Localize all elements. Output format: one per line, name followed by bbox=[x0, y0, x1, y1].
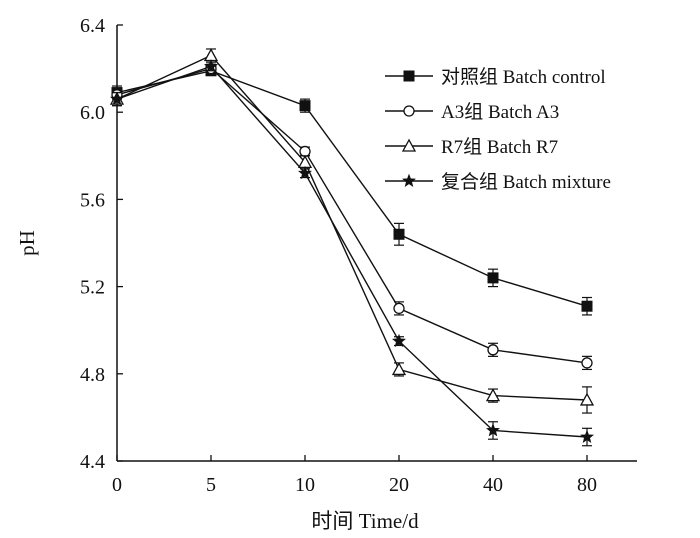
data-point bbox=[298, 165, 312, 180]
y-tick-label: 4.4 bbox=[80, 451, 105, 473]
y-tick-label: 6.4 bbox=[80, 15, 105, 37]
series-line bbox=[116, 70, 588, 307]
legend-marker bbox=[403, 70, 415, 82]
y-tick-label: 5.6 bbox=[80, 189, 105, 211]
series-line bbox=[116, 67, 588, 364]
data-point bbox=[204, 59, 218, 73]
data-point bbox=[485, 388, 501, 402]
x-axis-title: 时间 Time/d bbox=[311, 509, 419, 533]
data-point bbox=[580, 429, 594, 443]
data-point bbox=[579, 392, 595, 406]
y-tick-label: 4.8 bbox=[80, 364, 105, 386]
legend-marker bbox=[403, 105, 415, 117]
y-tick-label: 5.2 bbox=[80, 277, 105, 299]
series-2 bbox=[109, 48, 595, 414]
legend-label: R7组 Batch R7 bbox=[441, 136, 558, 158]
y-axis-title: pH bbox=[15, 230, 39, 256]
data-point bbox=[393, 302, 405, 315]
data-point bbox=[581, 357, 593, 369]
data-point bbox=[299, 145, 311, 158]
x-tick-label: 80 bbox=[577, 474, 597, 496]
y-tick-label: 6.0 bbox=[80, 102, 105, 124]
legend-item: R7组 Batch R7 bbox=[385, 136, 558, 158]
x-tick-label: 0 bbox=[112, 474, 122, 496]
series-layer bbox=[109, 48, 595, 447]
legend-label: 复合组 Batch mixture bbox=[441, 171, 611, 193]
data-point bbox=[486, 423, 500, 437]
axes bbox=[116, 24, 637, 462]
legend-label: 对照组 Batch control bbox=[441, 66, 606, 88]
x-tick-label: 10 bbox=[295, 474, 315, 496]
legend-item: 对照组 Batch control bbox=[385, 66, 606, 88]
series-3 bbox=[110, 59, 594, 447]
data-point bbox=[203, 48, 219, 62]
data-point bbox=[391, 362, 407, 376]
legend-marker bbox=[402, 173, 416, 187]
data-point bbox=[581, 300, 593, 312]
legend-marker bbox=[401, 138, 417, 152]
series-line bbox=[116, 54, 588, 401]
x-tick-label: 5 bbox=[206, 474, 216, 496]
x-tick-label: 20 bbox=[389, 474, 409, 496]
tick-labels: 4.4 4.8 5.2 5.6 6.0 6.4 0 5 10 20 40 80 bbox=[80, 15, 597, 496]
data-point bbox=[392, 333, 406, 348]
legend-item: A3组 Batch A3 bbox=[385, 101, 559, 123]
legend-label: A3组 Batch A3 bbox=[441, 101, 559, 123]
data-point bbox=[299, 100, 311, 112]
x-tick-label: 40 bbox=[483, 474, 503, 496]
series-line bbox=[116, 65, 588, 438]
data-point bbox=[110, 91, 124, 106]
data-point bbox=[393, 228, 405, 240]
data-point bbox=[487, 272, 499, 284]
legend-item: 复合组 Batch mixture bbox=[385, 171, 611, 193]
data-point bbox=[487, 344, 499, 356]
legend: 对照组 Batch control A3组 Batch A3 R7组 Batch R… bbox=[385, 66, 611, 193]
